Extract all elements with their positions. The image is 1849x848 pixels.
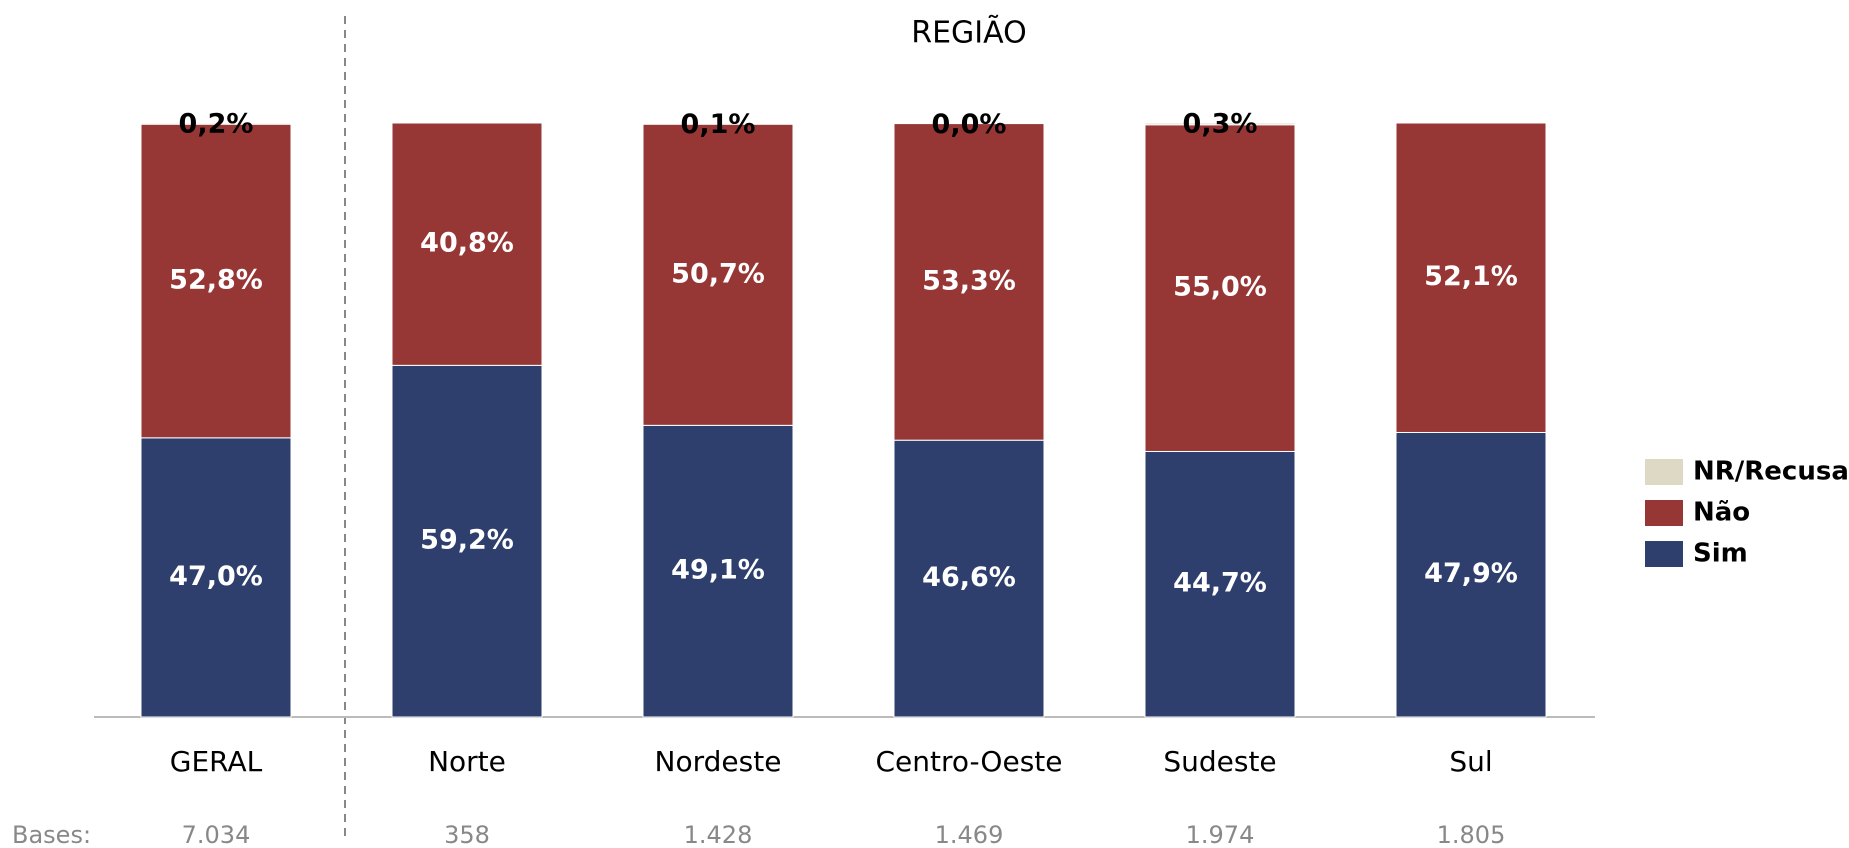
data-label: 53,3%: [922, 265, 1016, 296]
legend-swatch: [1645, 541, 1683, 567]
bar-segment: [1144, 122, 1296, 126]
bar-segment: [1144, 124, 1296, 452]
data-label: 44,7%: [1173, 568, 1267, 599]
bar-segment: [391, 364, 543, 718]
x-tick-label: Sudeste: [1163, 745, 1276, 778]
bar-segment: [1395, 431, 1547, 718]
x-tick-label: Centro-Oeste: [876, 745, 1063, 778]
base-value: 1.805: [1437, 821, 1506, 848]
chart-title: REGIÃO: [911, 15, 1027, 51]
x-tick-label: Norte: [428, 745, 506, 778]
data-label: 50,7%: [671, 258, 765, 289]
legend-swatch: [1645, 459, 1683, 485]
base-value: 358: [444, 821, 490, 848]
data-label: 0,2%: [179, 109, 254, 140]
legend-label: NR/Recusa: [1693, 457, 1849, 487]
bases-label: Bases:: [12, 821, 91, 848]
legend-label: Sim: [1693, 539, 1748, 569]
data-label: 0,0%: [932, 109, 1007, 140]
data-label: 47,9%: [1424, 558, 1518, 589]
base-value: 1.469: [935, 821, 1004, 848]
bar-segment: [893, 439, 1045, 718]
data-label: 55,0%: [1173, 272, 1267, 303]
bar-segment: [642, 123, 794, 125]
data-label: 47,0%: [169, 561, 263, 592]
bar-segment: [642, 424, 794, 718]
bar-segment: [642, 123, 794, 426]
data-label: 46,6%: [922, 562, 1016, 593]
data-label: 52,8%: [169, 265, 263, 296]
bar-segment: [140, 122, 292, 125]
base-value: 7.034: [182, 821, 251, 848]
legend-label: Não: [1693, 498, 1750, 528]
data-label: 0,1%: [681, 109, 756, 140]
bar-segment: [1144, 450, 1296, 718]
data-label: 49,1%: [671, 555, 765, 586]
data-label: 59,2%: [420, 525, 514, 556]
bar-segment: [391, 122, 543, 366]
bar-segment: [893, 123, 1045, 441]
bar-segment: [1395, 122, 1547, 433]
data-label: 0,3%: [1183, 109, 1258, 140]
base-value: 1.974: [1186, 821, 1255, 848]
data-label: 52,1%: [1424, 261, 1518, 292]
base-value: 1.428: [684, 821, 753, 848]
data-label: 40,8%: [420, 228, 514, 259]
legend-swatch: [1645, 500, 1683, 526]
x-tick-label: Sul: [1449, 745, 1492, 778]
x-tick-label: Nordeste: [655, 745, 782, 778]
bar-segment: [140, 123, 292, 439]
x-tick-label: GERAL: [170, 745, 263, 778]
